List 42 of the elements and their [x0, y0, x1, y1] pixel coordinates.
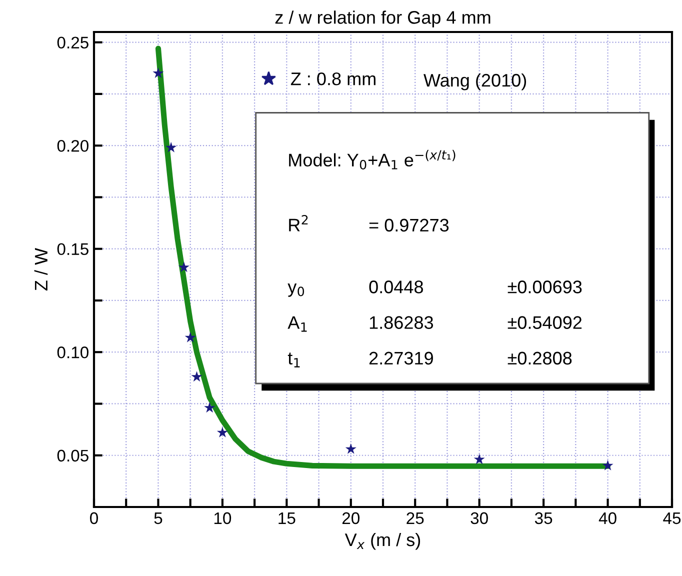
x-tick-label: 5 — [154, 512, 162, 524]
y-tick-label: 0.25 — [57, 36, 88, 49]
x-tick-label: 35 — [534, 512, 552, 524]
point — [216, 426, 228, 438]
x-tick-label: 10 — [214, 512, 232, 524]
point — [152, 67, 164, 78]
annotation: y$_{0}$ — [288, 284, 304, 297]
annotation: t$_{1}$ — [288, 352, 300, 368]
x-tick-label: 20 — [342, 512, 360, 524]
x-tick-label: 0 — [90, 512, 98, 524]
point — [178, 262, 190, 272]
x-tick-label: 15 — [278, 512, 296, 524]
annotation: A$_{1}$ — [288, 316, 307, 332]
y-axis-title: Z / W — [34, 248, 48, 290]
point — [166, 142, 177, 152]
y-tick-label: 0.05 — [57, 450, 88, 462]
y-tick-label: 0.15 — [57, 243, 88, 256]
x-tick-label: 40 — [598, 512, 616, 524]
point — [602, 460, 614, 470]
annotation: ±0.54092 — [508, 316, 582, 329]
point — [191, 371, 202, 382]
annotation: ±0.00693 — [508, 280, 582, 294]
legend-label: Z : 0.8 mm — [290, 72, 376, 86]
annotation: R$^{2}$ — [289, 214, 308, 232]
point — [184, 332, 196, 342]
annotation: = 0.97273 — [369, 218, 449, 232]
y-tick-label: 0.20 — [57, 140, 88, 152]
annotation: 2.27319 — [369, 352, 433, 365]
point — [345, 443, 356, 454]
x-tick-label: 45 — [663, 512, 681, 524]
annotation: ±0.2808 — [508, 352, 572, 365]
annotation: 1.86283 — [370, 316, 434, 329]
annotation: Model: Y$_{0}$+A$_{1}$ e$^{−(x/t₁)}$ — [289, 150, 456, 170]
y-tick-label: 0.10 — [57, 346, 88, 358]
x-tick-label: 25 — [406, 512, 424, 524]
point — [204, 402, 216, 413]
point — [474, 454, 485, 464]
x-tick-label: 30 — [470, 512, 488, 524]
annotation: 0.0448 — [369, 280, 423, 294]
annotation: Wang (2010) — [424, 73, 526, 90]
chart-title: z / w relation for Gap 4 mm — [275, 10, 490, 28]
x-axis-title: V$_{x}$ (m / s) — [344, 532, 420, 550]
